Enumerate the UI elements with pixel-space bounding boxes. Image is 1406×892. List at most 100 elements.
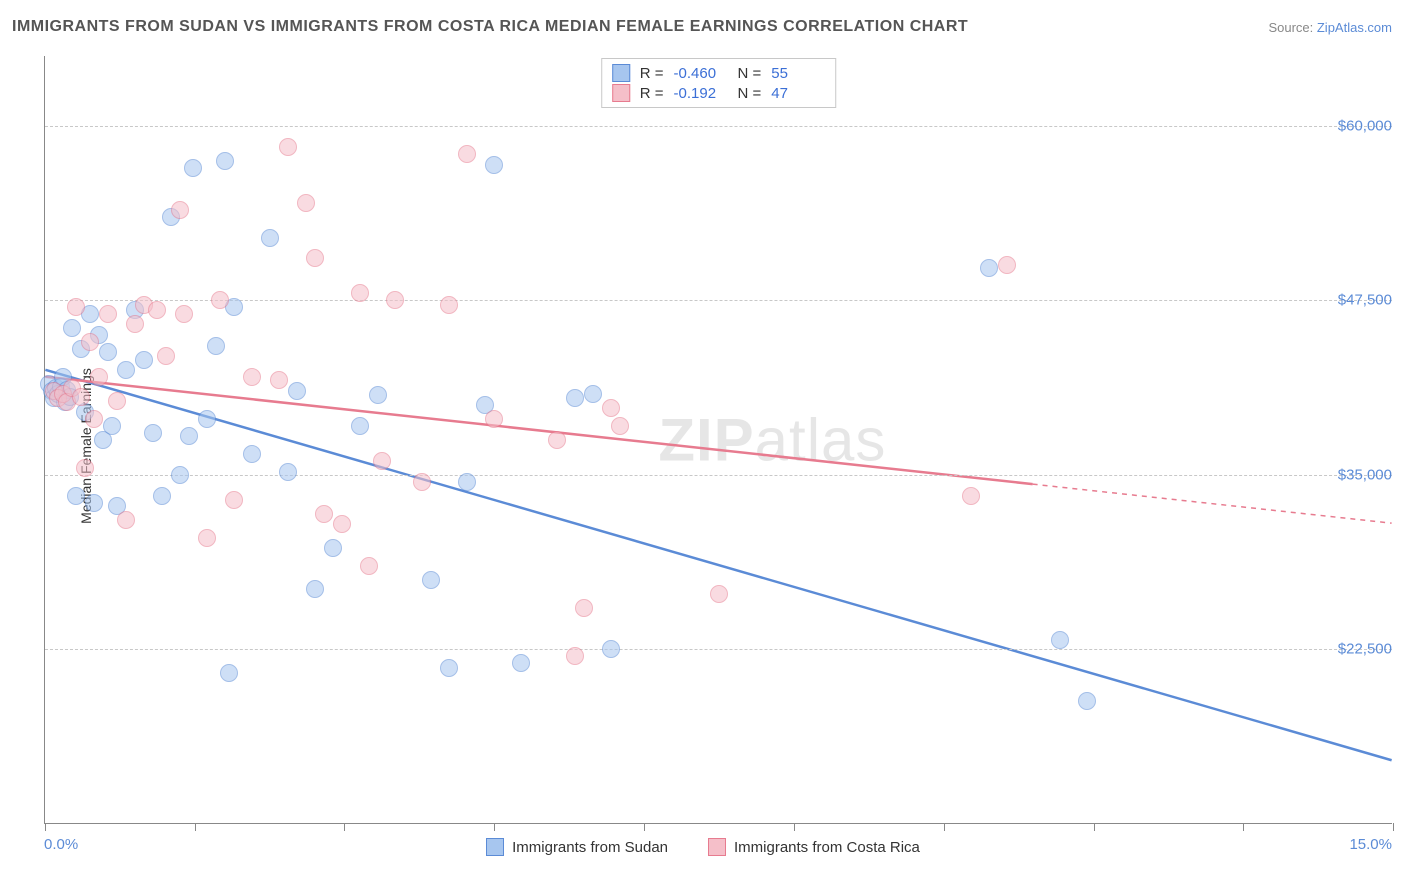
data-point xyxy=(548,431,566,449)
x-tick xyxy=(494,823,495,831)
series-legend: Immigrants from Sudan Immigrants from Cos… xyxy=(0,838,1406,856)
data-point xyxy=(962,487,980,505)
data-point xyxy=(225,491,243,509)
data-point xyxy=(611,417,629,435)
gridline-h xyxy=(45,300,1392,301)
data-point xyxy=(261,229,279,247)
x-tick xyxy=(344,823,345,831)
x-tick xyxy=(45,823,46,831)
gridline-h xyxy=(45,649,1392,650)
legend-swatch xyxy=(612,64,630,82)
data-point xyxy=(63,319,81,337)
legend-swatch xyxy=(708,838,726,856)
data-point xyxy=(198,410,216,428)
trend-line xyxy=(45,370,1391,760)
data-point xyxy=(153,487,171,505)
data-point xyxy=(81,333,99,351)
data-point xyxy=(566,647,584,665)
data-point xyxy=(108,392,126,410)
data-point xyxy=(243,368,261,386)
data-point xyxy=(566,389,584,407)
stat-r-value: -0.192 xyxy=(674,85,728,102)
x-tick xyxy=(195,823,196,831)
legend-item: Immigrants from Costa Rica xyxy=(708,838,920,856)
stats-legend-row: R = -0.460N = 55 xyxy=(612,63,826,83)
source-label: Source: xyxy=(1268,20,1316,35)
data-point xyxy=(184,159,202,177)
data-point xyxy=(351,417,369,435)
data-point xyxy=(485,156,503,174)
data-point xyxy=(297,194,315,212)
data-point xyxy=(1078,692,1096,710)
data-point xyxy=(144,424,162,442)
data-point xyxy=(306,580,324,598)
x-tick xyxy=(644,823,645,831)
data-point xyxy=(148,301,166,319)
data-point xyxy=(386,291,404,309)
data-point xyxy=(1051,631,1069,649)
data-point xyxy=(103,417,121,435)
data-point xyxy=(135,351,153,369)
data-point xyxy=(117,511,135,529)
legend-swatch xyxy=(486,838,504,856)
data-point xyxy=(126,315,144,333)
data-point xyxy=(369,386,387,404)
stat-n-value: 47 xyxy=(771,85,825,102)
stat-r-label: R = xyxy=(640,65,664,82)
data-point xyxy=(413,473,431,491)
watermark-thin: atlas xyxy=(755,406,887,473)
data-point xyxy=(306,249,324,267)
data-point xyxy=(85,410,103,428)
x-tick xyxy=(1243,823,1244,831)
data-point xyxy=(67,487,85,505)
y-tick-label: $47,500 xyxy=(1338,292,1392,309)
data-point xyxy=(440,659,458,677)
data-point xyxy=(180,427,198,445)
stat-r-value: -0.460 xyxy=(674,65,728,82)
data-point xyxy=(270,371,288,389)
data-point xyxy=(458,145,476,163)
stat-n-label: N = xyxy=(738,85,762,102)
data-point xyxy=(422,571,440,589)
data-point xyxy=(76,459,94,477)
data-point xyxy=(220,664,238,682)
data-point xyxy=(211,291,229,309)
data-point xyxy=(207,337,225,355)
source-attribution: Source: ZipAtlas.com xyxy=(1268,20,1392,35)
data-point xyxy=(288,382,306,400)
data-point xyxy=(157,347,175,365)
trend-line-extrapolated xyxy=(1033,484,1392,523)
x-tick xyxy=(794,823,795,831)
stat-n-label: N = xyxy=(738,65,762,82)
data-point xyxy=(351,284,369,302)
y-tick-label: $35,000 xyxy=(1338,466,1392,483)
data-point xyxy=(72,388,90,406)
gridline-h xyxy=(45,126,1392,127)
data-point xyxy=(485,410,503,428)
correlation-stats-legend: R = -0.460N = 55R = -0.192N = 47 xyxy=(601,58,837,108)
data-point xyxy=(243,445,261,463)
data-point xyxy=(175,305,193,323)
y-tick-label: $22,500 xyxy=(1338,641,1392,658)
watermark-bold: ZIP xyxy=(658,406,754,473)
data-point xyxy=(602,640,620,658)
data-point xyxy=(602,399,620,417)
data-point xyxy=(117,361,135,379)
data-point xyxy=(85,494,103,512)
data-point xyxy=(575,599,593,617)
data-point xyxy=(440,296,458,314)
x-tick xyxy=(944,823,945,831)
source-link[interactable]: ZipAtlas.com xyxy=(1317,20,1392,35)
data-point xyxy=(333,515,351,533)
data-point xyxy=(710,585,728,603)
data-point xyxy=(67,298,85,316)
stat-r-label: R = xyxy=(640,85,664,102)
gridline-h xyxy=(45,475,1392,476)
x-tick xyxy=(1094,823,1095,831)
data-point xyxy=(512,654,530,672)
legend-item: Immigrants from Sudan xyxy=(486,838,668,856)
data-point xyxy=(198,529,216,547)
x-tick xyxy=(1393,823,1394,831)
legend-label: Immigrants from Costa Rica xyxy=(734,839,920,856)
data-point xyxy=(584,385,602,403)
